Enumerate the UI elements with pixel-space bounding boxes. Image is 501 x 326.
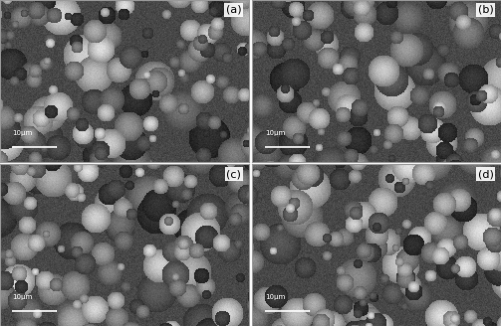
Text: 10μm: 10μm: [265, 130, 285, 136]
Text: (b): (b): [478, 5, 493, 15]
Text: 10μm: 10μm: [13, 294, 33, 300]
Text: 10μm: 10μm: [265, 294, 285, 300]
Text: (c): (c): [226, 169, 241, 179]
Text: 10μm: 10μm: [13, 130, 33, 136]
Text: (a): (a): [225, 5, 241, 15]
Text: (d): (d): [477, 169, 493, 179]
